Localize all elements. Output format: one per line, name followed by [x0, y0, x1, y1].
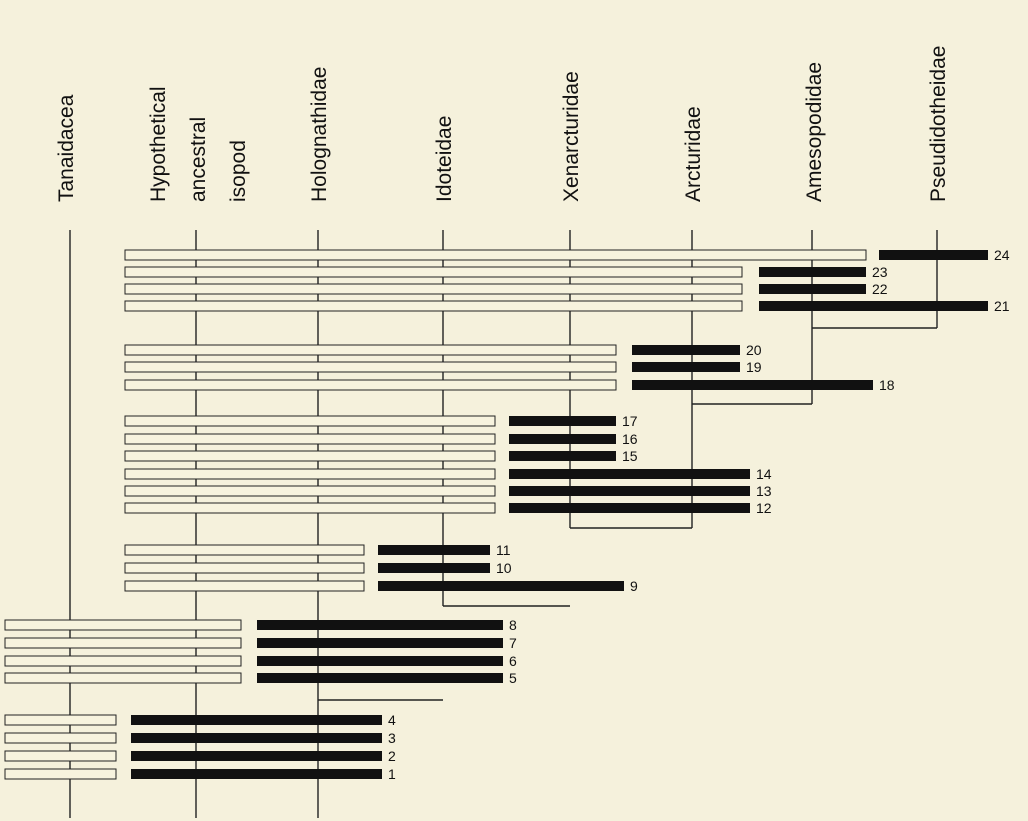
apomorphic-bar-4 — [131, 715, 382, 725]
apomorphic-bar-11 — [378, 545, 490, 555]
character-number-17: 17 — [622, 413, 638, 429]
character-number-3: 3 — [388, 730, 396, 746]
character-number-4: 4 — [388, 712, 396, 728]
branch-connectors — [318, 327, 937, 701]
plesiomorphic-bar-19 — [124, 361, 617, 373]
character-number-23: 23 — [872, 264, 888, 280]
apomorphic-bar-8 — [257, 620, 503, 630]
apomorphic-bar-13 — [509, 486, 750, 496]
plesiomorphic-bar-23 — [124, 266, 743, 278]
taxon-label-hypothetical-ancestral-isopod-line-3: isopod — [227, 140, 250, 202]
plesiomorphic-bar-20 — [124, 344, 617, 356]
apomorphic-bar-19 — [632, 362, 740, 372]
plesiomorphic-bar-9 — [124, 580, 365, 592]
apomorphic-bar-5 — [257, 673, 503, 683]
taxon-label-amesopodidae: Amesopodidae — [803, 62, 826, 202]
taxon-label-holognathidae: Holognathidae — [308, 67, 331, 202]
character-number-11: 11 — [496, 542, 511, 558]
character-number-19: 19 — [746, 359, 762, 375]
apomorphic-bar-21 — [759, 301, 988, 311]
taxon-label-idoteidae: Idoteidae — [433, 116, 456, 202]
character-number-15: 15 — [622, 448, 638, 464]
plesiomorphic-bar-6 — [4, 655, 242, 667]
character-number-24: 24 — [994, 247, 1010, 263]
apomorphic-bar-15 — [509, 451, 616, 461]
plesiomorphic-bar-16 — [124, 433, 496, 445]
taxon-label-tanaidacea: Tanaidacea — [55, 94, 78, 202]
apomorphic-bar-1 — [131, 769, 382, 779]
character-number-13: 13 — [756, 483, 772, 499]
character-number-6: 6 — [509, 653, 517, 669]
apomorphic-bar-9 — [378, 581, 624, 591]
plesiomorphic-bar-5 — [4, 672, 242, 684]
character-number-9: 9 — [630, 578, 638, 594]
plesiomorphic-bar-17 — [124, 415, 496, 427]
character-number-10: 10 — [496, 560, 512, 576]
apomorphic-bar-12 — [509, 503, 750, 513]
apomorphic-bar-2 — [131, 751, 382, 761]
apomorphic-bar-6 — [257, 656, 503, 666]
plesiomorphic-bar-11 — [124, 544, 365, 556]
plesiomorphic-bar-2 — [4, 750, 117, 762]
taxon-labels: Tanaidacea Hypothetical ancestral isopod Hol… — [55, 46, 950, 202]
apomorphic-bar-18 — [632, 380, 873, 390]
character-number-14: 14 — [756, 466, 772, 482]
taxon-label-arcturidae: Arcturidae — [682, 106, 705, 202]
plesiomorphic-bar-8 — [4, 619, 242, 631]
apomorphic-bar-3 — [131, 733, 382, 743]
apomorphic-bar-10 — [378, 563, 490, 573]
plesiomorphic-bar-12 — [124, 502, 496, 514]
taxon-label-hypothetical-ancestral-isopod-line-2: ancestral — [187, 117, 210, 202]
plesiomorphic-bar-4 — [4, 714, 117, 726]
plesiomorphic-bar-13 — [124, 485, 496, 497]
character-number-16: 16 — [622, 431, 638, 447]
plesiomorphic-bar-7 — [4, 637, 242, 649]
apomorphic-bar-20 — [632, 345, 740, 355]
apomorphic-bar-7 — [257, 638, 503, 648]
apomorphic-bar-16 — [509, 434, 616, 444]
character-number-12: 12 — [756, 500, 772, 516]
apomorphic-bar-17 — [509, 416, 616, 426]
taxon-label-pseudidotheidae: Pseudidotheidae — [927, 46, 950, 202]
plesiomorphic-bar-21 — [124, 300, 743, 312]
plesiomorphic-bar-22 — [124, 283, 743, 295]
taxon-label-hypothetical-ancestral-isopod-line-1: Hypothetical — [147, 86, 170, 202]
apomorphic-bar-24 — [879, 250, 988, 260]
lineage-lines — [69, 230, 938, 818]
character-number-7: 7 — [509, 635, 517, 651]
character-number-5: 5 — [509, 670, 517, 686]
apomorphic-bar-22 — [759, 284, 866, 294]
taxon-label-xenarcturidae: Xenarcturidae — [560, 71, 583, 202]
plesiomorphic-bar-24 — [124, 249, 867, 261]
character-number-18: 18 — [879, 377, 895, 393]
character-number-20: 20 — [746, 342, 762, 358]
plesiomorphic-bar-3 — [4, 732, 117, 744]
character-number-22: 22 — [872, 281, 888, 297]
plesiomorphic-bar-18 — [124, 379, 617, 391]
plesiomorphic-bar-1 — [4, 768, 117, 780]
plesiomorphic-bar-10 — [124, 562, 365, 574]
plesiomorphic-bar-14 — [124, 468, 496, 480]
apomorphic-bar-14 — [509, 469, 750, 479]
plesiomorphic-bar-15 — [124, 450, 496, 462]
character-number-1: 1 — [388, 766, 396, 782]
character-number-21: 21 — [994, 298, 1010, 314]
character-number-2: 2 — [388, 748, 396, 764]
character-number-8: 8 — [509, 617, 517, 633]
apomorphic-bar-23 — [759, 267, 866, 277]
